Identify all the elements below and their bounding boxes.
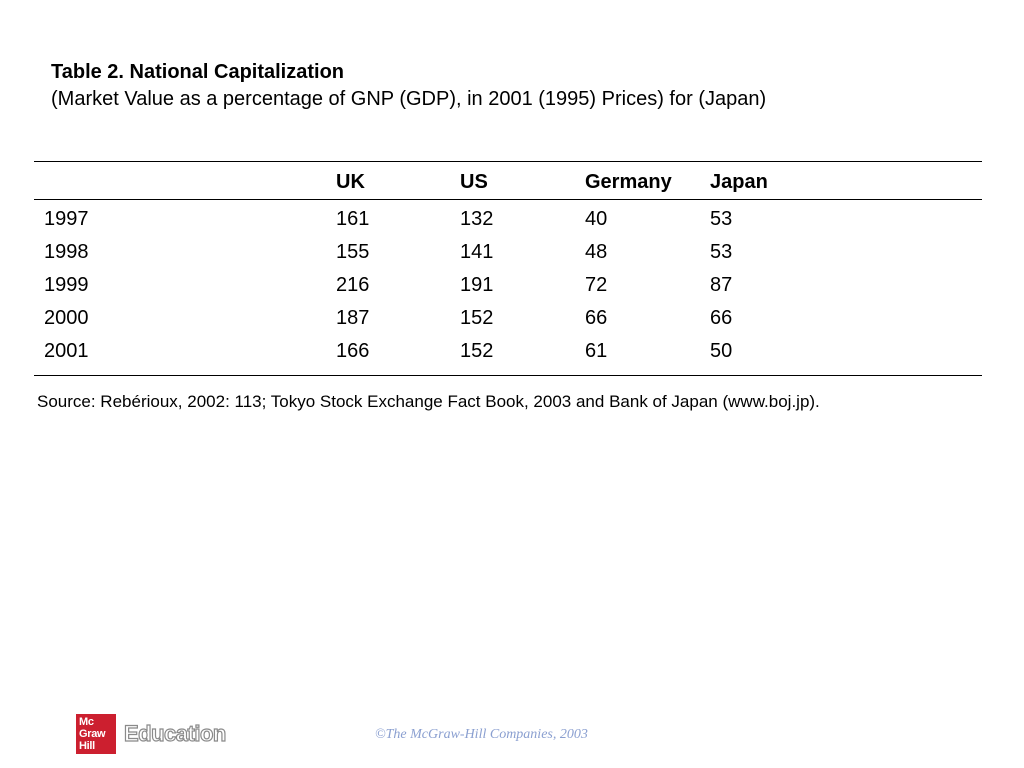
cell-us: 141 xyxy=(460,241,494,263)
cell-germany: 72 xyxy=(585,274,608,296)
table-top-rule xyxy=(34,161,982,162)
row-year: 2000 xyxy=(44,307,89,329)
cell-uk: 161 xyxy=(336,208,370,230)
copyright-notice: ©The McGraw-Hill Companies, 2003 xyxy=(375,727,588,742)
cell-uk: 166 xyxy=(336,340,370,362)
cell-uk: 155 xyxy=(336,241,370,263)
cell-germany: 61 xyxy=(585,340,608,362)
row-year: 1999 xyxy=(44,274,89,296)
title-block: Table 2. National Capitalization (Market… xyxy=(51,59,766,113)
logo-line: Graw xyxy=(79,728,106,740)
cell-japan: 53 xyxy=(710,241,733,263)
header-germany: Germany xyxy=(585,171,672,193)
cell-japan: 87 xyxy=(710,274,733,296)
logo-line: Hill xyxy=(79,740,95,752)
table-title: Table 2. National Capitalization xyxy=(51,61,345,83)
header-japan: Japan xyxy=(710,171,768,193)
logo-line: Mc xyxy=(79,716,94,728)
header-us: US xyxy=(460,171,488,193)
cell-us: 191 xyxy=(460,274,494,296)
cell-germany: 48 xyxy=(585,241,608,263)
table-subtitle: (Market Value as a percentage of GNP (GD… xyxy=(51,88,767,110)
cell-us: 132 xyxy=(460,208,494,230)
row-year: 1998 xyxy=(44,241,89,263)
table-bottom-rule xyxy=(34,375,982,376)
cell-us: 152 xyxy=(460,307,494,329)
education-brand: Education xyxy=(123,720,227,746)
cell-japan: 53 xyxy=(710,208,733,230)
cell-germany: 66 xyxy=(585,307,608,329)
source-note: Source: Rebérioux, 2002: 113; Tokyo Stoc… xyxy=(37,392,820,411)
cell-japan: 66 xyxy=(710,307,733,329)
cell-japan: 50 xyxy=(710,340,733,362)
row-year: 2001 xyxy=(44,340,89,362)
cell-germany: 40 xyxy=(585,208,608,230)
row-year: 1997 xyxy=(44,208,89,230)
mcgraw-hill-logo: Mc Graw Hill xyxy=(76,714,116,754)
table-header-rule xyxy=(34,199,982,200)
cell-uk: 187 xyxy=(336,307,370,329)
header-uk: UK xyxy=(336,171,365,193)
cell-us: 152 xyxy=(460,340,494,362)
cell-uk: 216 xyxy=(336,274,370,296)
